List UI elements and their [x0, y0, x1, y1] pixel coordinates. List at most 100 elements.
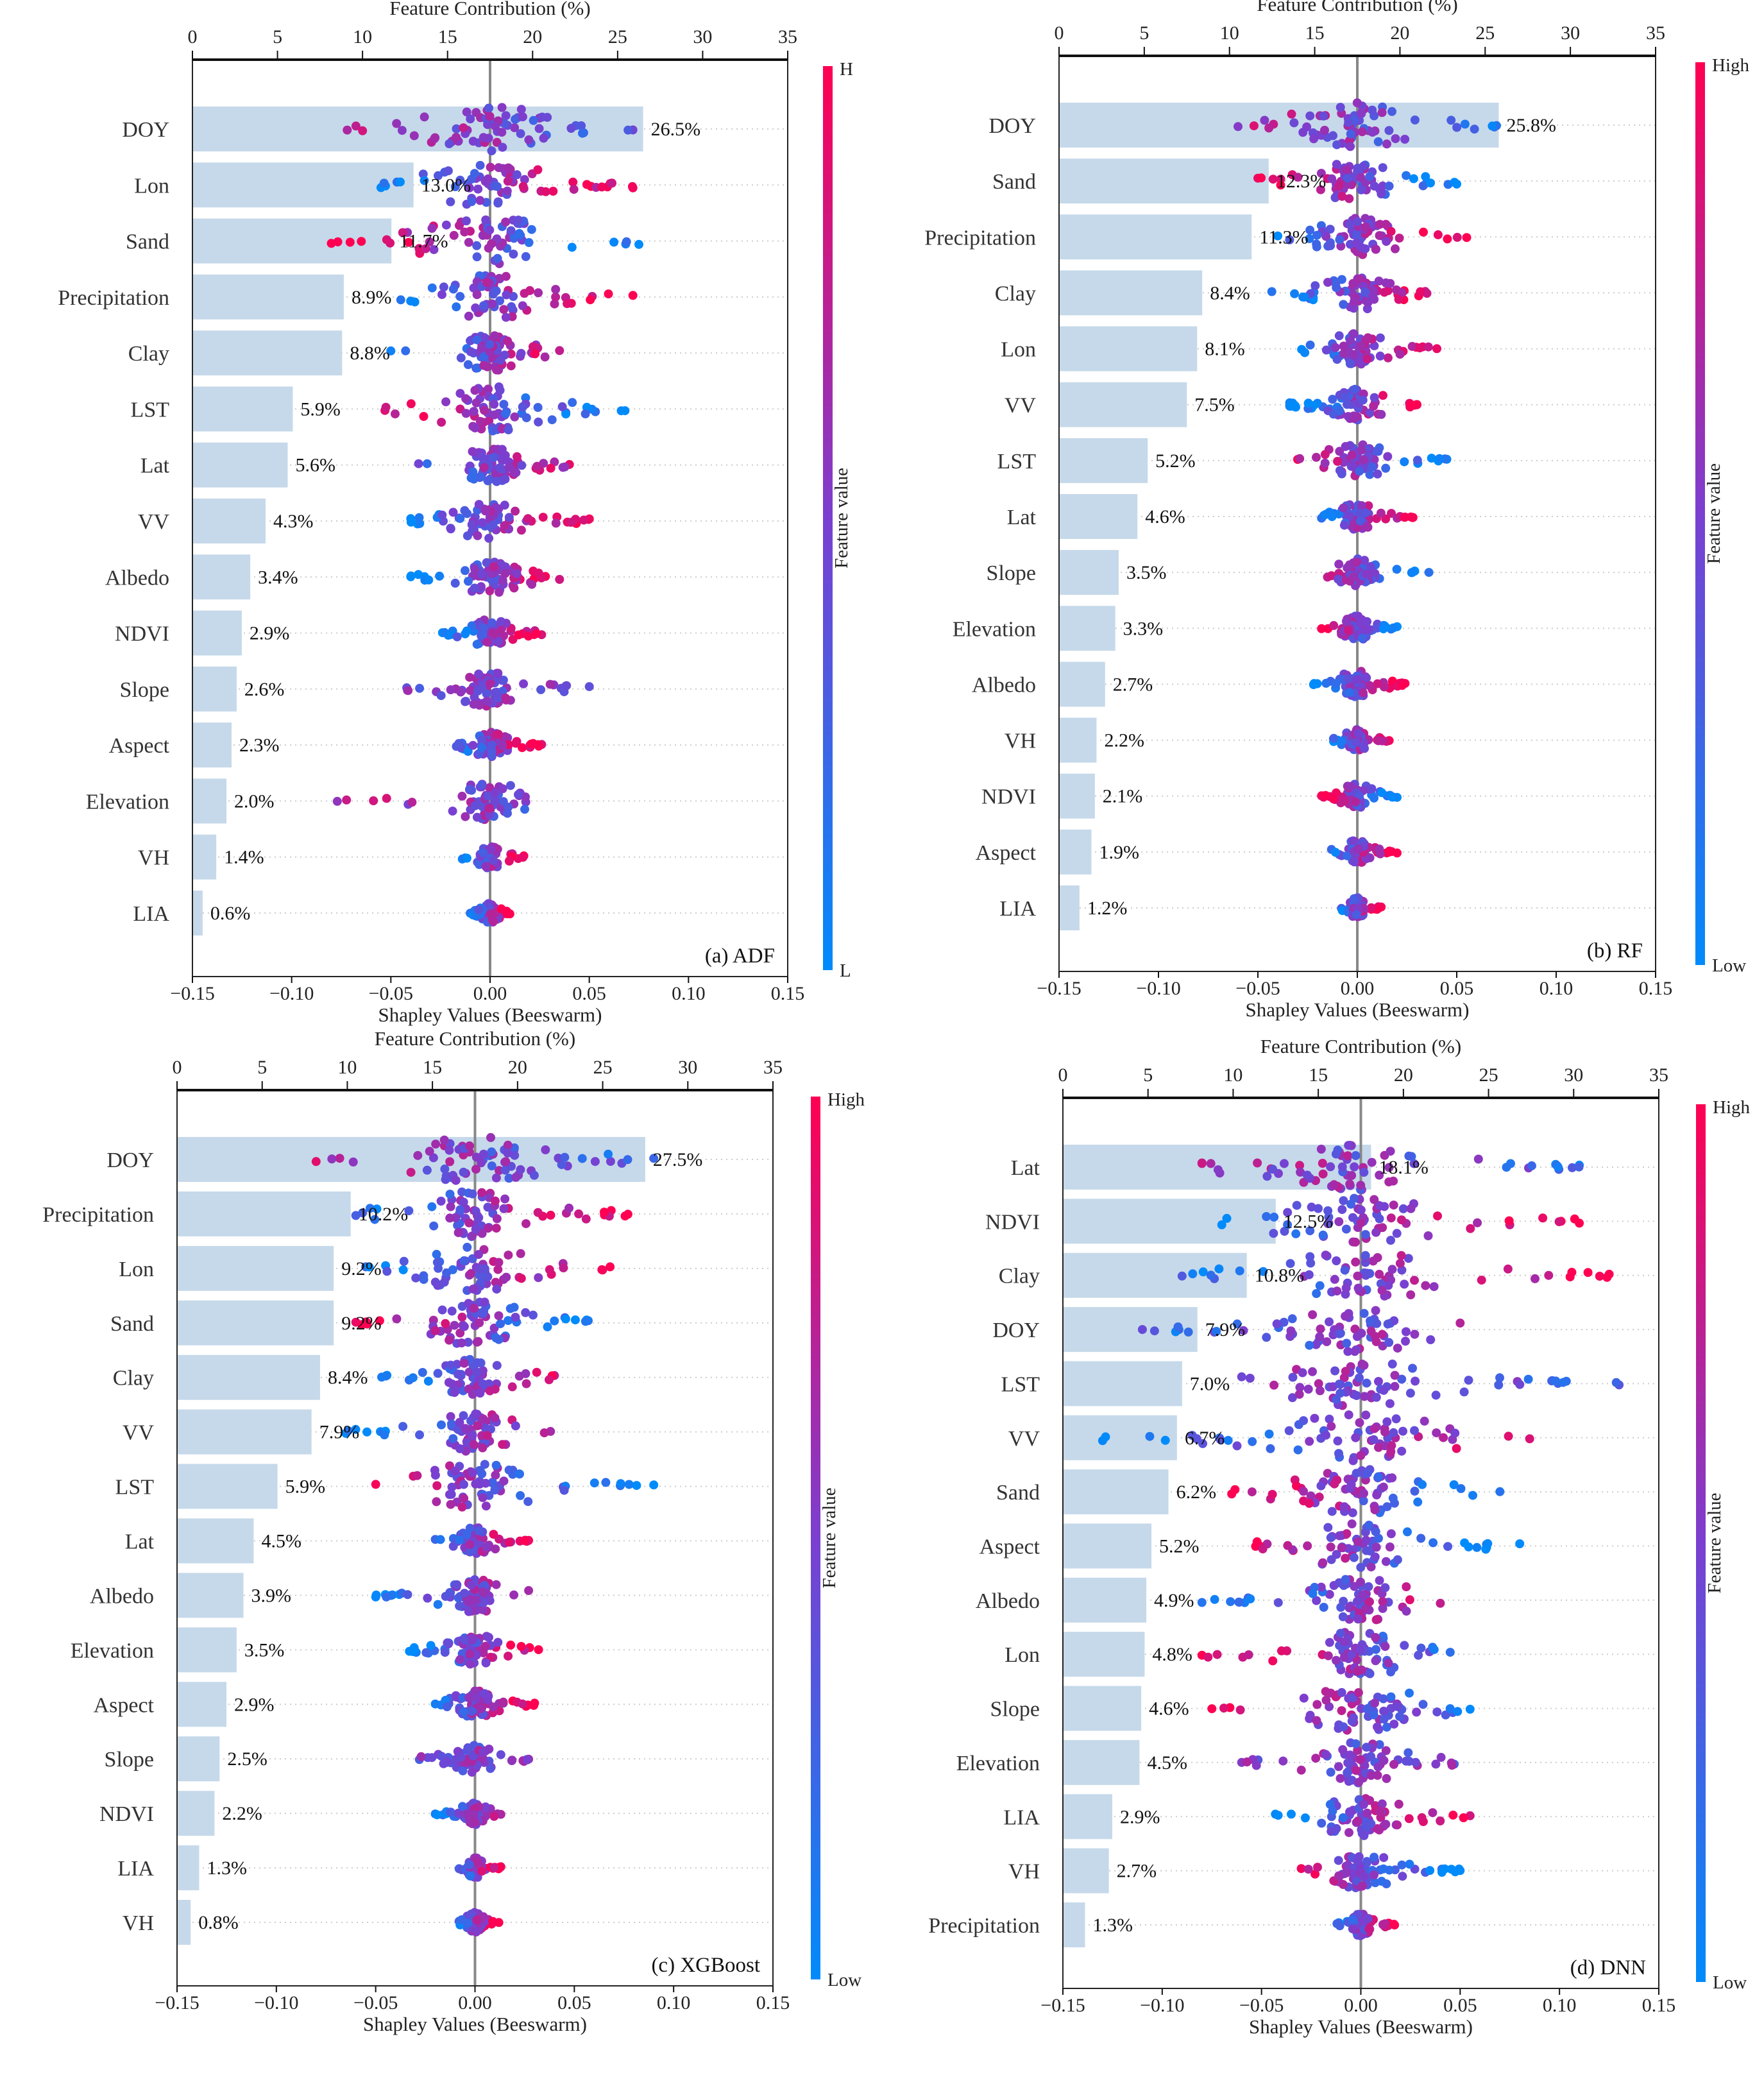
shap-point: [462, 1242, 472, 1252]
shap-point: [606, 1157, 615, 1166]
panel-title: (d) DNN: [1570, 1956, 1646, 1979]
colorbar-high-label: High: [827, 1089, 865, 1110]
shap-point: [473, 1421, 482, 1430]
shap-point: [1340, 1265, 1350, 1275]
shap-point: [1336, 103, 1345, 112]
shap-point: [482, 362, 492, 372]
shap-point: [1423, 1231, 1433, 1240]
shap-point: [538, 1211, 548, 1221]
shap-point: [479, 1747, 488, 1757]
shap-point: [1384, 1281, 1393, 1290]
contribution-bar: [177, 1354, 320, 1400]
shap-point: [1348, 836, 1358, 846]
shap-point: [466, 336, 475, 346]
shap-point: [1361, 1820, 1371, 1829]
shap-point: [1257, 173, 1266, 183]
shap-point: [1320, 458, 1330, 468]
feature-label: Clay: [113, 1367, 154, 1390]
shap-point: [482, 278, 491, 287]
shap-point: [1378, 1694, 1388, 1704]
shap-point: [1332, 1256, 1341, 1265]
shap-point: [1370, 1852, 1379, 1862]
shap-point: [1370, 1698, 1379, 1708]
shap-point: [550, 299, 559, 309]
shap-point: [1362, 1808, 1372, 1818]
shap-point: [1402, 1582, 1411, 1591]
top-tick-label: 35: [1649, 1064, 1668, 1086]
shap-point: [382, 1267, 392, 1276]
shap-point: [486, 1764, 495, 1773]
shap-point: [1418, 1480, 1427, 1489]
shap-point: [1305, 234, 1314, 243]
shap-point: [1198, 1267, 1208, 1277]
contribution-bar: [1059, 382, 1187, 427]
shap-point: [1406, 1204, 1416, 1213]
shap-point: [408, 1373, 418, 1383]
shap-point: [539, 133, 548, 143]
shap-point: [1362, 673, 1371, 683]
shap-point: [464, 1218, 474, 1227]
shap-point: [1435, 454, 1444, 463]
shap-point: [1344, 1828, 1353, 1838]
shap-point: [1436, 1598, 1445, 1608]
shap-point: [460, 227, 470, 237]
shap-point: [479, 463, 489, 472]
shap-point: [1339, 1722, 1348, 1732]
shap-point: [1443, 234, 1452, 244]
shap-point: [1404, 1748, 1413, 1757]
shap-point: [1353, 1688, 1363, 1697]
bottom-axis-title: Shapley Values (Beeswarm): [1246, 998, 1470, 1021]
shap-point: [477, 1469, 487, 1478]
shap-point: [492, 689, 502, 699]
shap-point: [467, 520, 477, 529]
shap-point: [1436, 1816, 1445, 1825]
shap-point: [441, 397, 451, 407]
contribution-label: 3.9%: [251, 1585, 292, 1606]
shap-point: [482, 558, 491, 567]
colorbar: [823, 66, 833, 970]
shap-point: [459, 1358, 469, 1368]
shap-point: [362, 1319, 372, 1329]
shap-point: [465, 1141, 474, 1150]
shap-point: [632, 1481, 641, 1491]
shap-point: [1334, 1871, 1344, 1881]
shap-point: [375, 1316, 384, 1326]
feature-label: Sand: [110, 1312, 154, 1336]
panel-title: (a) ADF: [705, 944, 775, 968]
shap-point: [1371, 1615, 1381, 1625]
shap-point: [1305, 1340, 1314, 1350]
shap-point: [1583, 1268, 1593, 1277]
shap-point: [426, 1641, 436, 1650]
shap-point: [492, 1214, 502, 1224]
shap-point: [1327, 571, 1336, 581]
shap-point: [1371, 1306, 1380, 1315]
shap-point: [1381, 278, 1391, 287]
shap-point: [1321, 1695, 1331, 1705]
shap-point: [1377, 1286, 1387, 1295]
shap-point: [504, 1316, 513, 1326]
shap-point: [1377, 108, 1387, 117]
shap-point: [501, 218, 511, 226]
shap-point: [567, 243, 577, 252]
shap-point: [491, 1224, 501, 1233]
shap-point: [461, 697, 471, 706]
shap-point: [1341, 1311, 1350, 1321]
shap-point: [1262, 1172, 1272, 1181]
shap-point: [1325, 1637, 1334, 1647]
top-tick-label: 25: [1479, 1064, 1498, 1086]
top-tick-label: 25: [608, 26, 627, 47]
shap-point: [1268, 1656, 1278, 1666]
shap-point: [1365, 681, 1375, 690]
shap-point: [1266, 1444, 1275, 1453]
shap-point: [581, 1317, 590, 1326]
shap-point: [1373, 679, 1382, 688]
shap-point: [1357, 1881, 1367, 1891]
shap-point: [1362, 1704, 1371, 1714]
shap-point: [530, 349, 540, 359]
shap-point: [499, 1204, 509, 1213]
shap-point: [466, 1580, 476, 1590]
top-tick-label: 35: [763, 1057, 783, 1078]
shap-point: [1332, 160, 1341, 169]
shap-point: [436, 691, 446, 701]
shap-point: [443, 1702, 452, 1711]
